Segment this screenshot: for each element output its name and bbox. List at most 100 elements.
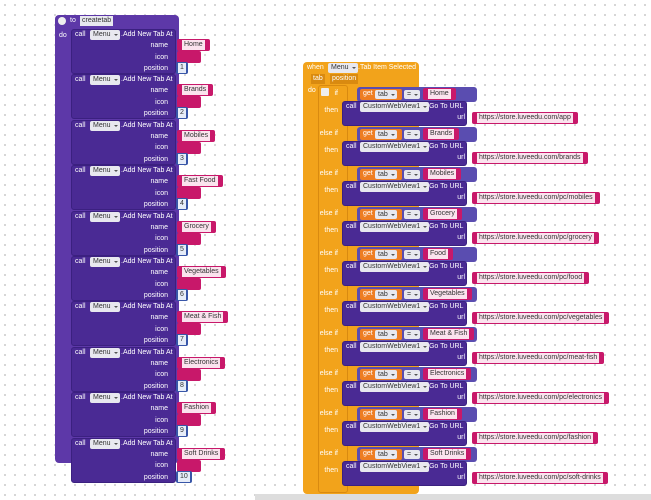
method-label: .Add New Tab At — [121, 394, 173, 402]
component-dropdown: Menu — [90, 75, 120, 86]
value-text: Vegetables — [182, 267, 221, 277]
call-label: call — [346, 143, 357, 150]
url-string: https://store.luveedu.com/pc/grocery — [472, 232, 599, 244]
method-label: .Go To URL — [427, 343, 464, 350]
keyword-label: to — [70, 17, 76, 24]
condition-label: else if — [319, 250, 338, 257]
arg-label: url — [457, 394, 465, 401]
param-label: name — [150, 359, 168, 367]
operator-dropdown: = — [404, 290, 421, 299]
value-text: 2 — [178, 108, 186, 119]
match-string: Electronics — [423, 368, 472, 380]
value-text: https://store.luveedu.com/pc/fashion — [477, 433, 594, 443]
when-label: when — [307, 64, 324, 71]
call-block — [71, 74, 176, 120]
event-component: Menu — [328, 63, 358, 73]
do-label: do — [59, 32, 67, 39]
method-label: .Add New Tab At — [121, 121, 173, 129]
param-label: name — [150, 42, 168, 49]
name-string: Home — [177, 39, 210, 51]
get-label: get — [363, 250, 373, 257]
operator-dropdown: = — [404, 330, 421, 339]
param-label: position — [143, 382, 168, 390]
param-label: position — [143, 65, 168, 72]
arg-label: url — [457, 274, 465, 281]
name-string: Soft Drinks — [177, 447, 226, 460]
condition-label: else if — [319, 370, 338, 377]
component-dropdown: CustomWebView1 — [360, 462, 430, 472]
param-label: icon — [155, 144, 168, 152]
operator-dropdown: = — [404, 250, 421, 259]
icon-string — [177, 141, 201, 154]
operator-dropdown: = — [404, 410, 421, 419]
position-number: 2 — [176, 107, 188, 120]
param-label: name — [150, 178, 168, 186]
method-label: .Add New Tab At — [121, 258, 173, 265]
value-text: 10 — [178, 471, 190, 482]
value-text: 5 — [178, 244, 186, 255]
value-text: https://store.luveedu.com/pc/grocery — [477, 233, 594, 243]
match-string: Meat & Fish — [423, 328, 475, 340]
icon-string — [177, 96, 201, 109]
mutator-icon — [321, 88, 329, 96]
call-label: call — [346, 383, 357, 390]
method-label: .Add New Tab At — [121, 167, 173, 175]
method-label: .Go To URL — [427, 303, 464, 310]
name-string: Mobiles — [177, 129, 216, 142]
value-text: Fast Food — [182, 176, 218, 187]
name-string: Grocery — [177, 220, 216, 233]
method-label: .Go To URL — [427, 263, 464, 270]
event-param: tab — [311, 74, 325, 84]
condition-label: else if — [319, 410, 338, 417]
call-block — [71, 392, 176, 438]
get-label: get — [363, 370, 373, 377]
method-label: .Go To URL — [427, 463, 464, 470]
component-dropdown: CustomWebView1 — [360, 422, 430, 432]
position-number: 1 — [176, 62, 188, 74]
call-label: call — [346, 423, 357, 430]
then-label: then — [324, 467, 338, 474]
call-block — [71, 256, 176, 301]
get-label: get — [363, 210, 373, 217]
call-label: call — [346, 343, 357, 350]
get-label: get — [363, 130, 373, 137]
method-label: .Go To URL — [427, 423, 464, 430]
operator-dropdown: = — [404, 450, 421, 459]
variable-dropdown: tab — [375, 130, 397, 139]
value-text: Fashion — [428, 409, 457, 419]
condition-label: else if — [319, 170, 338, 177]
value-text: https://store.luveedu.com/pc/meat-fish — [477, 353, 600, 363]
method-label: .Add New Tab At — [121, 76, 173, 84]
call-block — [71, 29, 176, 74]
then-label: then — [324, 307, 338, 314]
call-label: call — [75, 167, 86, 175]
condition-label: if — [334, 90, 339, 97]
arg-label: url — [457, 314, 465, 321]
operator-dropdown: = — [404, 130, 421, 139]
call-label: call — [346, 103, 357, 110]
condition-label: else if — [319, 450, 338, 457]
call-label: call — [75, 31, 86, 38]
value-text: 8 — [178, 380, 186, 391]
procedure-name: createtab — [80, 16, 114, 26]
condition-label: else if — [319, 330, 338, 337]
param-label: position — [143, 292, 168, 299]
then-label: then — [324, 427, 338, 434]
component-dropdown: Menu — [90, 438, 120, 449]
icon-string — [177, 278, 201, 290]
component-dropdown: CustomWebView1 — [360, 302, 430, 312]
url-string: https://store.luveedu.com/pc/electronics — [472, 392, 609, 404]
component-dropdown: Menu — [90, 211, 120, 222]
component-dropdown: Menu — [90, 302, 120, 313]
value-text: 4 — [178, 199, 186, 210]
variable-dropdown: tab — [375, 290, 397, 299]
url-string: https://store.luveedu.com/pc/meat-fish — [472, 352, 605, 364]
name-string: Vegetables — [177, 266, 226, 278]
param-label: position — [143, 246, 168, 254]
condition-label: else if — [319, 210, 338, 217]
get-label: get — [363, 410, 373, 417]
method-label: .Add New Tab At — [121, 439, 173, 447]
match-string: Soft Drinks — [423, 448, 472, 460]
call-block — [71, 437, 176, 483]
call-label: call — [346, 183, 357, 190]
